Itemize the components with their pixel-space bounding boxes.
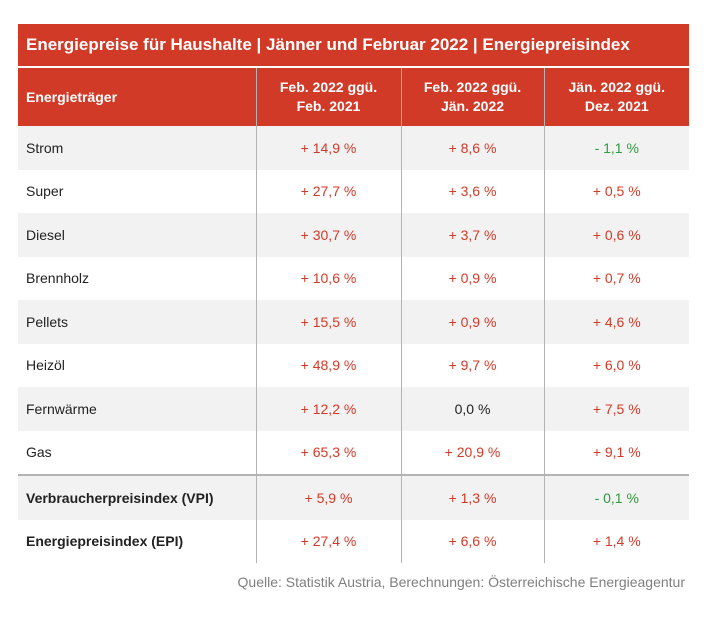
row-label: Strom — [18, 126, 256, 170]
change-value-cell: + 27,4 % — [255, 519, 401, 563]
header-label: Energieträger — [26, 88, 118, 105]
energy-price-table-card: Energiepreise für Haushalte | Jänner und… — [18, 24, 689, 563]
change-value-cell: 0,0 % — [400, 387, 544, 431]
table-row: Brennholz + 10,6 % + 0,9 % + 0,7 % — [18, 256, 689, 300]
row-label: Energiepreisindex (EPI) — [26, 533, 184, 550]
header-feb-vs-jan: Feb. 2022 ggü. Jän. 2022 — [400, 68, 544, 126]
change-value-cell: + 8,6 % — [400, 126, 544, 170]
row-label: Brennholz — [26, 270, 90, 287]
change-value-cell: + 10,6 % — [255, 256, 401, 300]
header-line-1: Jän. 2022 ggü. — [568, 79, 665, 95]
change-value-cell: + 0,7 % — [543, 256, 689, 300]
change-value-cell: + 6,6 % — [400, 519, 544, 563]
row-label: Fernwärme — [18, 387, 256, 431]
change-value-cell: + 30,7 % — [255, 213, 401, 257]
row-label: Verbraucherpreisindex (VPI) — [18, 474, 256, 520]
change-value-cell: + 0,9 % — [400, 256, 544, 300]
change-value-cell: + 20,9 % — [400, 430, 544, 475]
change-value-cell: + 0,6 % — [543, 213, 689, 257]
header-row: Energieträger Feb. 2022 ggü. Feb. 2021 F… — [18, 68, 689, 126]
row-label: Diesel — [18, 213, 256, 257]
table-row: Fernwärme + 12,2 % 0,0 % + 7,5 % — [18, 387, 689, 431]
table-row: Super + 27,7 % + 3,6 % + 0,5 % — [18, 169, 689, 213]
change-value-cell: + 12,2 % — [255, 387, 401, 431]
source-note: Quelle: Statistik Austria, Berechnungen:… — [237, 574, 685, 590]
change-value-cell: + 14,9 % — [255, 126, 401, 170]
change-value-cell: + 0,9 % — [400, 300, 544, 344]
header-energietraeger: Energieträger — [18, 68, 256, 126]
change-value-cell: + 65,3 % — [255, 430, 401, 475]
table-row: Energiepreisindex (EPI) + 27,4 % + 6,6 % + … — [18, 519, 689, 563]
row-label: Super — [26, 183, 64, 200]
header-line-2: Dez. 2021 — [584, 98, 649, 114]
header-line-2: Jän. 2022 — [440, 98, 505, 114]
header-line-1: Feb. 2022 ggü. — [279, 79, 378, 95]
change-value-cell: + 7,5 % — [543, 387, 689, 431]
change-value-cell: + 48,9 % — [255, 343, 401, 387]
change-value-cell: + 6,0 % — [543, 343, 689, 387]
table-row: Gas + 65,3 % + 20,9 % + 9,1 % — [18, 430, 689, 475]
change-value-cell: + 4,6 % — [543, 300, 689, 344]
table-row: Verbraucherpreisindex (VPI) + 5,9 % + 1,3 … — [18, 474, 689, 520]
row-label: Gas — [26, 444, 52, 461]
row-label: Pellets — [18, 300, 256, 344]
row-label: Heizöl — [26, 357, 65, 374]
change-value-cell: + 1,4 % — [543, 519, 689, 563]
change-value-cell: - 1,1 % — [543, 126, 689, 170]
table-row: Heizöl + 48,9 % + 9,7 % + 6,0 % — [18, 343, 689, 387]
table-title: Energiepreise für Haushalte | Jänner und… — [18, 24, 689, 66]
table-row: Strom + 14,9 % + 8,6 % - 1,1 % — [18, 126, 689, 170]
change-value-cell: + 3,7 % — [400, 213, 544, 257]
change-value-cell: + 27,7 % — [255, 169, 401, 213]
title-gap — [18, 66, 689, 68]
change-value-cell: + 15,5 % — [255, 300, 401, 344]
header-jan-vs-dec: Jän. 2022 ggü. Dez. 2021 — [543, 68, 689, 126]
header-line-2: Feb. 2021 — [296, 98, 361, 114]
change-value-cell: + 9,7 % — [400, 343, 544, 387]
header-line-1: Feb. 2022 ggü. — [423, 79, 522, 95]
energy-price-table: Energieträger Feb. 2022 ggü. Feb. 2021 F… — [18, 68, 689, 563]
change-value-cell: + 0,5 % — [543, 169, 689, 213]
change-value-cell: + 3,6 % — [400, 169, 544, 213]
table-row: Diesel + 30,7 % + 3,7 % + 0,6 % — [18, 213, 689, 257]
change-value-cell: + 5,9 % — [255, 474, 401, 520]
change-value-cell: - 0,1 % — [543, 474, 689, 520]
header-feb-vs-feb: Feb. 2022 ggü. Feb. 2021 — [255, 68, 401, 126]
change-value-cell: + 9,1 % — [543, 430, 689, 475]
table-body: Strom + 14,9 % + 8,6 % - 1,1 % Super + 27,7 %… — [18, 126, 689, 563]
table-row: Pellets + 15,5 % + 0,9 % + 4,6 % — [18, 300, 689, 344]
change-value-cell: + 1,3 % — [400, 474, 544, 520]
